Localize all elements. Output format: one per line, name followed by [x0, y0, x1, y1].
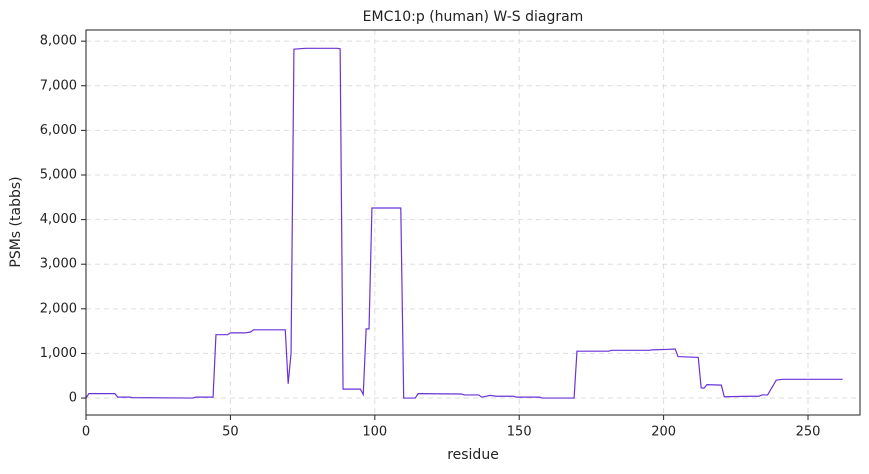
- y-tick-label: 1,000: [40, 346, 77, 361]
- y-axis-label: PSMs (tabbs): [8, 176, 24, 267]
- x-tick-label: 250: [796, 425, 821, 440]
- x-tick-label: 100: [362, 425, 387, 440]
- plot-frame: [85, 29, 861, 416]
- y-tick-label: 3,000: [40, 257, 77, 272]
- y-tick-label: 0: [69, 391, 77, 406]
- y-tick-label: 6,000: [40, 123, 77, 138]
- y-tick-label: 7,000: [40, 78, 77, 93]
- y-tick-label: 4,000: [40, 212, 77, 227]
- y-tick-label: 2,000: [40, 301, 77, 316]
- x-axis-label: residue: [447, 447, 499, 463]
- y-tick-label: 8,000: [40, 34, 77, 49]
- chart-title: EMC10:p (human) W-S diagram: [363, 9, 584, 25]
- y-tick-label: 5,000: [40, 167, 77, 182]
- data-line: [85, 47, 843, 399]
- x-tick-label: 150: [507, 425, 532, 440]
- x-tick-label: 0: [82, 425, 90, 440]
- x-tick-label: 50: [222, 425, 239, 440]
- x-tick-label: 200: [651, 425, 676, 440]
